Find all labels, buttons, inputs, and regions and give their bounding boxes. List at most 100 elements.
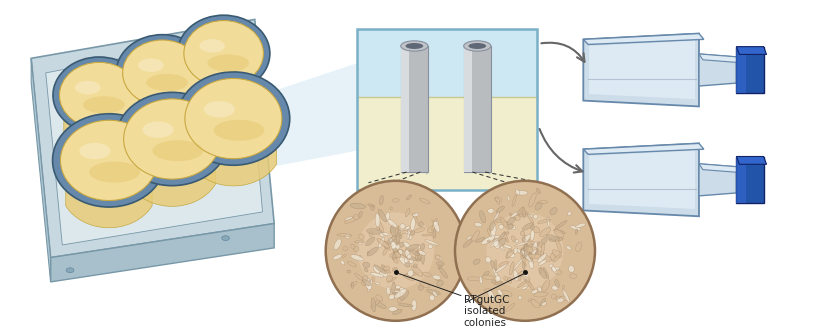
Ellipse shape xyxy=(380,271,387,277)
Ellipse shape xyxy=(518,296,522,300)
Ellipse shape xyxy=(347,270,351,273)
Ellipse shape xyxy=(371,298,375,312)
Ellipse shape xyxy=(524,246,529,260)
Ellipse shape xyxy=(475,222,482,227)
Ellipse shape xyxy=(415,251,418,261)
Ellipse shape xyxy=(550,207,557,215)
Ellipse shape xyxy=(537,201,548,204)
Ellipse shape xyxy=(378,221,384,233)
Ellipse shape xyxy=(389,295,395,299)
Ellipse shape xyxy=(391,226,396,237)
Ellipse shape xyxy=(334,239,341,249)
Ellipse shape xyxy=(390,207,392,210)
Ellipse shape xyxy=(422,234,432,236)
Ellipse shape xyxy=(421,283,424,286)
Ellipse shape xyxy=(411,230,415,235)
Ellipse shape xyxy=(556,296,562,300)
Ellipse shape xyxy=(516,207,524,216)
Ellipse shape xyxy=(399,251,403,255)
Ellipse shape xyxy=(495,260,497,271)
Ellipse shape xyxy=(553,255,560,262)
Ellipse shape xyxy=(520,251,524,256)
Ellipse shape xyxy=(419,198,430,204)
Ellipse shape xyxy=(143,122,174,138)
Ellipse shape xyxy=(75,81,100,94)
Ellipse shape xyxy=(433,221,439,232)
Ellipse shape xyxy=(373,265,381,273)
Ellipse shape xyxy=(359,234,364,239)
Polygon shape xyxy=(129,157,215,206)
Ellipse shape xyxy=(340,260,344,265)
Ellipse shape xyxy=(375,282,380,285)
Ellipse shape xyxy=(538,254,547,263)
Ellipse shape xyxy=(473,259,480,264)
Ellipse shape xyxy=(488,290,494,300)
Ellipse shape xyxy=(507,195,510,201)
Ellipse shape xyxy=(513,248,518,254)
Ellipse shape xyxy=(116,92,228,186)
Ellipse shape xyxy=(506,224,516,230)
Ellipse shape xyxy=(495,197,501,202)
Ellipse shape xyxy=(515,240,518,243)
Ellipse shape xyxy=(375,295,382,302)
Ellipse shape xyxy=(507,252,515,258)
Ellipse shape xyxy=(493,268,499,281)
Ellipse shape xyxy=(507,278,512,283)
Ellipse shape xyxy=(372,277,375,282)
Ellipse shape xyxy=(528,299,533,302)
Ellipse shape xyxy=(509,213,516,219)
Ellipse shape xyxy=(525,279,534,291)
Ellipse shape xyxy=(541,243,544,256)
Ellipse shape xyxy=(532,289,538,294)
Ellipse shape xyxy=(396,226,399,236)
Ellipse shape xyxy=(533,226,540,233)
Ellipse shape xyxy=(397,296,403,303)
Ellipse shape xyxy=(570,274,576,279)
Ellipse shape xyxy=(552,285,559,290)
Ellipse shape xyxy=(495,219,505,222)
Ellipse shape xyxy=(521,248,525,253)
Ellipse shape xyxy=(475,237,485,242)
Ellipse shape xyxy=(350,244,355,249)
Ellipse shape xyxy=(405,226,410,230)
Ellipse shape xyxy=(491,261,496,270)
Ellipse shape xyxy=(533,242,540,247)
Ellipse shape xyxy=(567,211,571,216)
Ellipse shape xyxy=(522,286,528,289)
Ellipse shape xyxy=(391,282,396,294)
Ellipse shape xyxy=(342,255,346,258)
Ellipse shape xyxy=(429,295,434,301)
Ellipse shape xyxy=(495,264,507,273)
Polygon shape xyxy=(737,157,764,203)
Ellipse shape xyxy=(383,248,387,255)
Ellipse shape xyxy=(507,224,512,229)
Ellipse shape xyxy=(547,217,550,228)
Ellipse shape xyxy=(505,233,508,242)
Ellipse shape xyxy=(512,195,517,206)
Ellipse shape xyxy=(386,287,390,295)
Ellipse shape xyxy=(366,228,382,234)
Ellipse shape xyxy=(362,278,370,281)
Ellipse shape xyxy=(407,229,410,239)
Ellipse shape xyxy=(409,258,413,263)
Ellipse shape xyxy=(428,225,437,233)
Ellipse shape xyxy=(533,214,538,219)
Ellipse shape xyxy=(405,263,410,267)
Ellipse shape xyxy=(382,241,388,246)
Ellipse shape xyxy=(390,223,394,233)
Ellipse shape xyxy=(519,213,528,216)
Ellipse shape xyxy=(530,230,534,240)
Ellipse shape xyxy=(495,238,504,250)
Ellipse shape xyxy=(549,237,563,241)
Ellipse shape xyxy=(538,219,550,223)
Ellipse shape xyxy=(437,262,444,266)
Ellipse shape xyxy=(491,280,496,283)
Ellipse shape xyxy=(393,248,397,253)
Ellipse shape xyxy=(177,15,270,92)
Ellipse shape xyxy=(204,101,234,118)
Polygon shape xyxy=(188,68,259,109)
Ellipse shape xyxy=(354,240,365,243)
Ellipse shape xyxy=(405,250,410,258)
Ellipse shape xyxy=(556,270,561,274)
Ellipse shape xyxy=(509,262,514,275)
